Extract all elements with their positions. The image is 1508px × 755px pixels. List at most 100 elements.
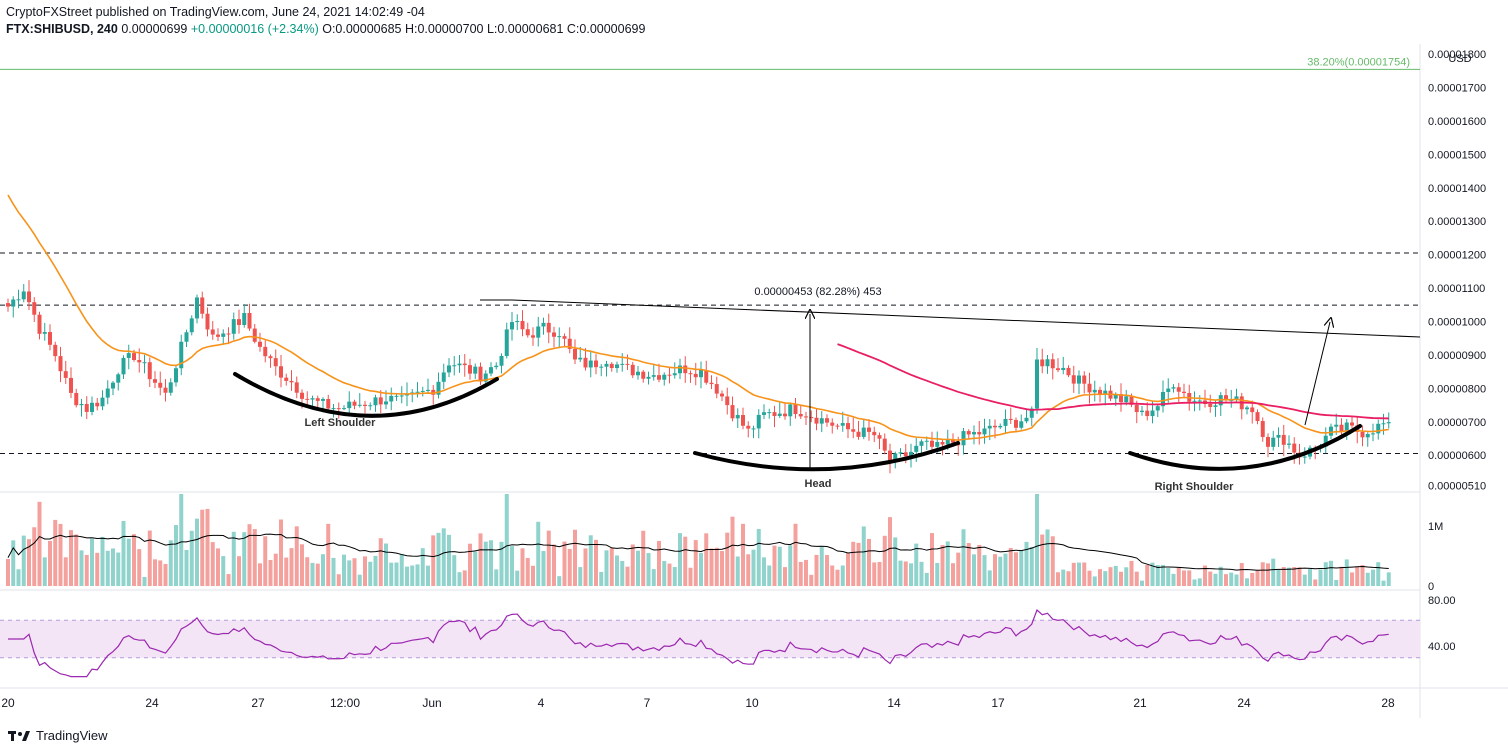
- candle-body: [1087, 383, 1092, 393]
- volume-bar: [704, 533, 709, 586]
- volume-bar: [147, 530, 152, 586]
- candle-body: [247, 313, 252, 329]
- price-tick-label: 0.00000700: [1428, 417, 1486, 429]
- candle-body: [415, 391, 420, 393]
- candle-body: [1145, 410, 1150, 417]
- candle-body: [200, 297, 205, 314]
- volume-bar: [342, 554, 346, 586]
- candle-body: [373, 397, 378, 406]
- volume-bar: [410, 565, 415, 586]
- volume-bar: [998, 556, 1003, 586]
- candle-body: [840, 423, 845, 426]
- time-tick-label: 12:00: [330, 696, 360, 710]
- volume-bar: [578, 567, 583, 586]
- volume-bar: [1297, 567, 1302, 586]
- symbol-label[interactable]: FTX:SHIBUSD, 240: [6, 22, 118, 36]
- candle-body: [1234, 396, 1239, 400]
- candle-body: [289, 380, 294, 383]
- candle-body: [389, 395, 394, 402]
- candle-body: [993, 425, 997, 428]
- candle-body: [347, 401, 352, 409]
- horizontal-levels: [0, 252, 1420, 455]
- volume-bar: [872, 562, 877, 586]
- volume-bar: [1344, 559, 1349, 586]
- candle-body: [441, 372, 446, 382]
- volume-bar: [363, 556, 367, 586]
- rsi-tick-40: 40.00: [1428, 641, 1456, 653]
- candle-body: [578, 357, 583, 360]
- volume-bar: [158, 560, 163, 586]
- candle-body: [1250, 407, 1255, 413]
- volume-bar: [504, 494, 509, 586]
- volume-bar: [1197, 578, 1202, 586]
- volume-bar: [940, 545, 945, 586]
- candle-body: [158, 382, 163, 388]
- volume-bar: [231, 531, 236, 586]
- candle-body: [856, 431, 861, 437]
- volume-bar: [1082, 562, 1087, 586]
- volume-bar: [520, 548, 525, 586]
- candle-body: [678, 365, 682, 374]
- volume-bar: [573, 529, 577, 586]
- volume-bar: [111, 548, 115, 586]
- price-axis-ticks: 0.00001800 0.00001700 0.00001600 0.00001500…: [1428, 49, 1486, 492]
- volume-bar: [247, 524, 252, 586]
- candle-body: [762, 412, 766, 415]
- candle-body: [137, 359, 142, 363]
- volume-bar: [226, 574, 231, 586]
- left-shoulder-label: Left Shoulder: [305, 417, 377, 429]
- volume-bar: [609, 548, 614, 586]
- volume-bar: [625, 566, 630, 586]
- volume-bar: [1203, 565, 1207, 586]
- volume-bar: [809, 574, 814, 586]
- volume-bar: [63, 557, 68, 586]
- candle-body: [636, 371, 640, 376]
- volume-bar: [168, 540, 173, 586]
- volume-bar: [662, 561, 667, 586]
- candle-body: [1260, 421, 1265, 437]
- neckline: [511, 299, 1421, 338]
- candle-body: [462, 363, 467, 366]
- volume-bar: [898, 560, 903, 586]
- candle-body: [641, 371, 646, 379]
- volume-bar: [189, 530, 194, 586]
- candle-body: [688, 373, 693, 375]
- volume-bar: [1271, 558, 1276, 586]
- candle-body: [399, 395, 404, 397]
- volume-bar: [252, 529, 257, 586]
- volume-bar: [641, 530, 646, 586]
- fibonacci-level-label: 38.20%(0.00001754): [1307, 56, 1410, 68]
- candlesticks: [6, 280, 1391, 474]
- time-tick-label: 20: [1, 696, 15, 710]
- candle-body: [667, 374, 672, 376]
- candle-body: [851, 429, 856, 432]
- volume-bar: [394, 562, 399, 586]
- volume-bar: [489, 540, 493, 586]
- candle-body: [42, 332, 47, 334]
- candle-body: [541, 322, 546, 327]
- volume-bar: [919, 561, 924, 586]
- candle-body: [987, 425, 992, 429]
- volume-bar: [688, 567, 693, 586]
- volume-bar: [1376, 562, 1381, 586]
- candle-body: [1134, 404, 1139, 413]
- candle-body: [326, 398, 331, 409]
- candle-body: [242, 313, 247, 325]
- volume-bar: [903, 561, 908, 586]
- volume-bar: [373, 555, 378, 586]
- volume-bar: [536, 521, 541, 586]
- candle-body: [882, 438, 887, 451]
- candle-body: [394, 395, 399, 397]
- candle-body: [867, 427, 871, 432]
- measure-label: 0.00000453 (82.28%) 453: [754, 286, 881, 298]
- volume-bar: [1334, 580, 1339, 586]
- volume-bar: [861, 526, 866, 586]
- candle-body: [1171, 387, 1176, 389]
- candle-body: [6, 303, 10, 307]
- candle-body: [1050, 359, 1055, 369]
- volume-bar: [1245, 578, 1249, 586]
- candle-body: [693, 373, 698, 378]
- volume-bar: [1087, 570, 1092, 586]
- price-tick-label: 0.00001300: [1428, 216, 1486, 228]
